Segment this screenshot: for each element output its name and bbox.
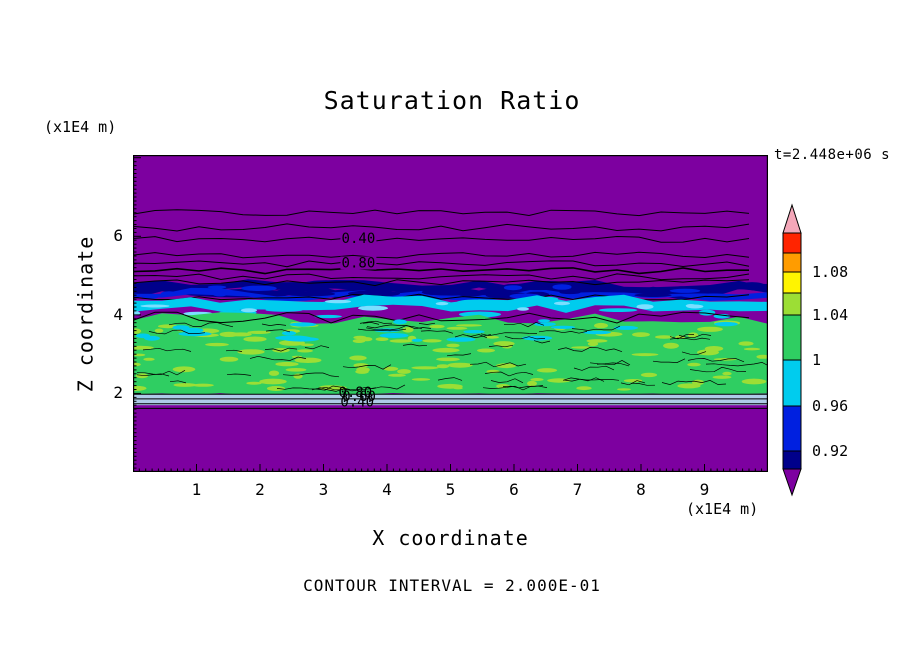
colorbar-segment xyxy=(782,405,802,452)
colorbar-segment xyxy=(782,203,802,234)
x-tick-label: 4 xyxy=(382,480,392,499)
x-tick-label: 3 xyxy=(318,480,329,499)
colorbar-label: 0.96 xyxy=(812,397,849,415)
x-tick-label: 2 xyxy=(255,480,265,499)
colorbar xyxy=(782,203,802,497)
y-tick-label: 4 xyxy=(113,304,123,324)
colorbar-label: 1.04 xyxy=(812,306,849,324)
x-tick-label: 8 xyxy=(636,480,646,499)
y-axis-ticks xyxy=(133,157,141,469)
chart-title: Saturation Ratio xyxy=(323,86,581,115)
colorbar-label: 0.92 xyxy=(812,442,849,460)
x-tick-label: 6 xyxy=(509,480,519,499)
y-axis-units: (x1E4 m) xyxy=(44,118,117,136)
y-tick-label: 2 xyxy=(113,383,123,403)
colorbar-label: 1.08 xyxy=(812,263,849,281)
x-tick-label: 9 xyxy=(699,480,710,499)
contour-label: 0.80 xyxy=(342,256,376,272)
y-tick-label: 6 xyxy=(113,226,123,246)
contour-plot-canvas: 0.400.800.800.600.40 xyxy=(133,155,768,472)
x-axis-title: X coordinate xyxy=(372,526,529,550)
colorbar-segment xyxy=(782,314,802,361)
colorbar-segment xyxy=(782,271,802,294)
contour-interval-note: CONTOUR INTERVAL = 2.000E-01 xyxy=(303,576,601,595)
colorbar-segment xyxy=(782,252,802,273)
x-tick-label: 7 xyxy=(572,480,583,499)
time-annotation: t=2.448e+06 s xyxy=(774,147,891,163)
contour-labels: 0.400.800.800.600.40 xyxy=(338,231,377,411)
plot-field xyxy=(133,155,768,472)
contour-label: 0.40 xyxy=(342,231,376,247)
colorbar-label: 1 xyxy=(812,351,822,369)
contour-label: 0.40 xyxy=(340,395,374,411)
colorbar-segment xyxy=(782,359,802,407)
x-tick-label: 1 xyxy=(191,480,202,499)
y-axis-title-text: Z coordinate xyxy=(73,235,97,392)
x-axis-ticks xyxy=(138,464,763,472)
x-axis-units: (x1E4 m) xyxy=(686,500,759,518)
colorbar-segment xyxy=(782,292,802,316)
contour-label: 0.60 xyxy=(342,389,376,405)
colorbar-segment xyxy=(782,450,802,470)
contour-label: 0.80 xyxy=(338,385,372,401)
x-tick-label: 5 xyxy=(445,480,456,499)
colorbar-segment xyxy=(782,232,802,254)
colorbar-segment xyxy=(782,468,802,497)
